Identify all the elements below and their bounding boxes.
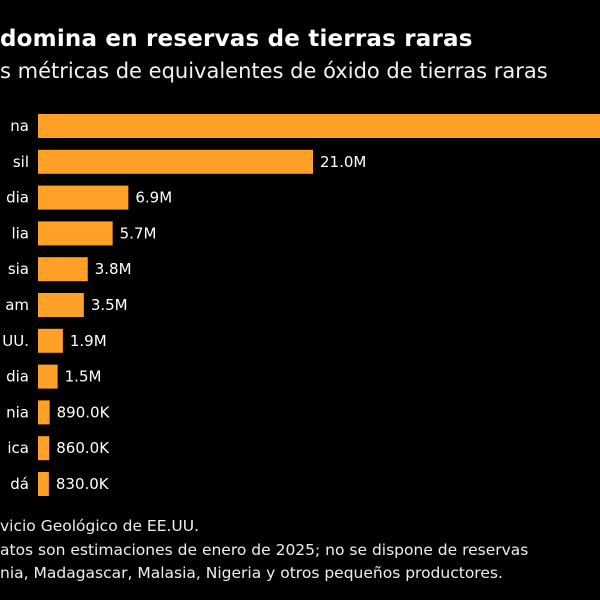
bar xyxy=(38,114,600,138)
category-label: dá xyxy=(10,475,29,493)
data-label: 860.0K xyxy=(56,439,110,457)
bar xyxy=(38,436,50,461)
category-label: UU. xyxy=(2,332,29,350)
category-label: am xyxy=(5,296,29,314)
category-label: nia xyxy=(6,403,29,421)
chart-title: domina en reservas de tierras raras xyxy=(0,26,473,52)
data-label: 21.0M xyxy=(320,153,366,171)
category-label: sil xyxy=(13,153,29,171)
data-label: 890.0K xyxy=(57,403,111,421)
data-label: 5.7M xyxy=(120,224,157,242)
source-note: vicio Geológico de EE.UU. xyxy=(0,517,200,535)
footnote-line-2: nia, Madagascar, Malasia, Nigeria y otro… xyxy=(0,564,503,582)
data-label: 1.9M xyxy=(70,332,107,350)
category-label: ica xyxy=(7,439,29,457)
data-label: 830.0K xyxy=(56,475,110,493)
chart-subtitle: s métricas de equivalentes de óxido de t… xyxy=(0,59,548,83)
bar xyxy=(38,364,58,389)
category-label: na xyxy=(10,117,29,135)
bar xyxy=(38,472,49,496)
bar xyxy=(38,185,129,210)
footnote-line-1: atos son estimaciones de enero de 2025; … xyxy=(0,541,529,559)
category-label: sia xyxy=(8,260,29,278)
data-label: 3.8M xyxy=(95,260,132,278)
bar xyxy=(38,149,313,174)
category-label: lia xyxy=(11,224,29,242)
category-label: dia xyxy=(6,368,29,386)
bar xyxy=(38,293,84,317)
data-label: 3.5M xyxy=(91,296,128,314)
bar xyxy=(38,221,113,246)
bar xyxy=(38,400,50,425)
bar xyxy=(38,257,88,282)
data-label: 6.9M xyxy=(135,189,172,207)
category-label: dia xyxy=(6,189,29,207)
data-label: 1.5M xyxy=(65,368,102,386)
bar xyxy=(38,328,63,353)
